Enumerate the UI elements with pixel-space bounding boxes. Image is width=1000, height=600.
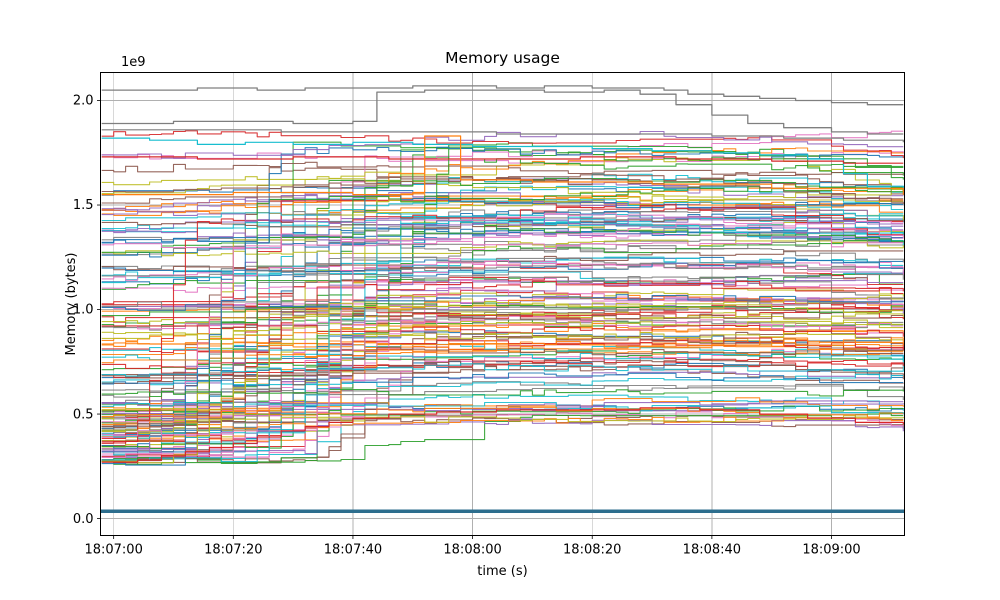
- memory-series-line: [101, 146, 904, 466]
- memory-series-line: [101, 302, 904, 317]
- memory-series-line: [101, 213, 904, 437]
- memory-series-line: [101, 360, 904, 379]
- memory-series-line: [101, 186, 904, 412]
- axes-frame: [100, 72, 905, 536]
- x-tick-label: 18:07:00: [84, 543, 142, 558]
- memory-series-line: [101, 89, 904, 135]
- memory-series-line: [101, 137, 904, 191]
- memory-series-line: [101, 405, 904, 416]
- y-tick-label: 1.0: [73, 303, 94, 318]
- y-tick-label: 0.0: [73, 512, 94, 527]
- y-axis-label: Memory (bytes): [64, 253, 79, 356]
- memory-series-line: [101, 332, 904, 341]
- memory-series-line: [101, 178, 904, 201]
- memory-series-line: [101, 154, 904, 188]
- x-axis-label: time (s): [477, 564, 527, 579]
- memory-series-line: [101, 310, 904, 325]
- y-tick-labels: 0.0 0.5 1.0 1.5 2.0: [73, 94, 94, 527]
- memory-series-line: [101, 401, 904, 414]
- x-tick-label: 18:08:00: [443, 543, 501, 558]
- axis-tick-marks: [97, 100, 832, 539]
- memory-series-line: [101, 259, 904, 277]
- memory-series-line: [101, 276, 904, 440]
- x-tick-labels: 18:07:00 18:07:20 18:07:40 18:08:00 18:08:20…: [84, 543, 860, 558]
- memory-series-line: [101, 383, 904, 396]
- memory-series-line: [101, 129, 904, 143]
- memory-series-line: [101, 211, 904, 228]
- chart-title: Memory usage: [445, 49, 560, 67]
- y-tick-label: 2.0: [73, 94, 94, 109]
- memory-series-line: [101, 413, 904, 433]
- memory-series-line: [101, 413, 904, 464]
- memory-series-line: [101, 319, 904, 330]
- memory-series-line: [101, 341, 904, 352]
- memory-series-line: [101, 156, 904, 164]
- memory-series-line: [101, 195, 904, 424]
- memory-series-line: [101, 363, 904, 377]
- memory-series-line: [101, 194, 904, 433]
- memory-series-line: [101, 372, 904, 387]
- memory-series-line: [101, 223, 904, 242]
- memory-series-line: [101, 300, 904, 464]
- x-tick-label: 18:08:40: [683, 543, 741, 558]
- y-tick-label: 1.5: [73, 198, 94, 213]
- memory-series-line: [101, 260, 904, 281]
- x-tick-label: 18:08:20: [563, 543, 621, 558]
- y-tick-label: 0.5: [73, 407, 94, 422]
- memory-series-line: [101, 416, 904, 429]
- x-tick-label: 18:09:00: [802, 543, 860, 558]
- memory-series-line: [101, 364, 904, 379]
- memory-series-line: [101, 274, 904, 431]
- memory-series-line: [101, 389, 904, 398]
- memory-series-line: [101, 135, 904, 196]
- memory-series-line: [101, 288, 904, 421]
- memory-series-line: [101, 407, 904, 463]
- x-tick-label: 18:07:20: [204, 543, 262, 558]
- memory-series-line: [101, 381, 904, 400]
- memory-series-line: [101, 161, 904, 177]
- x-tick-label: 18:07:40: [324, 543, 382, 558]
- memory-series-line: [101, 204, 904, 442]
- memory-series-line: [101, 306, 904, 442]
- memory-series-line: [101, 85, 904, 106]
- memory-series-line: [101, 177, 904, 450]
- memory-series-line: [101, 192, 904, 225]
- memory-series-line: [101, 320, 904, 335]
- y-offset-text: 1e9: [121, 55, 146, 70]
- memory-series-line: [101, 233, 904, 423]
- series-lines: [100, 85, 905, 514]
